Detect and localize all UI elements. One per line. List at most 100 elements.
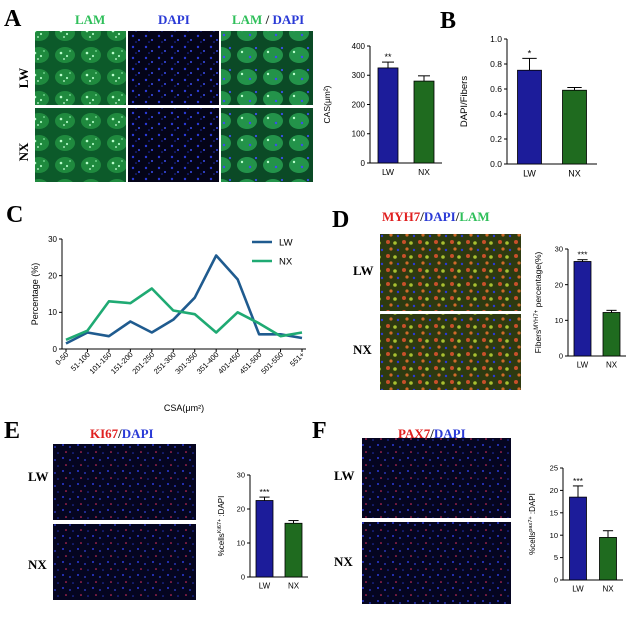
panel-d-row-label-nx: NX [353,342,372,357]
y-tick-label: 0.8 [490,59,502,69]
f-lw-image [362,438,511,518]
x-tick-label: 551+ [288,350,307,369]
panel-letter-f: F [312,418,327,444]
x-tick-label: 451-500 [238,350,264,376]
x-tick-label: LW [523,169,536,179]
f-nx-image [362,522,511,604]
y-tick-label: 20 [550,486,558,495]
bar-nx [284,522,303,578]
y-tick-label: 0 [241,573,245,582]
y-tick-label: 10 [48,308,57,317]
lw-dapi-image [128,31,219,105]
pax7-title: PAX7 [398,426,431,441]
panel-e-row-label-lw: LW [28,469,48,484]
y-tick-label: 10 [555,316,563,325]
y-tick-label: 0 [361,159,366,168]
lw-merge-image [221,31,313,105]
significance-marker: * [528,48,532,59]
merge-dapi-title: DAPI [272,12,304,27]
bar-nx [599,537,617,581]
chart-a: 0 100 200 300 400 ** LW NX CAS(μm²) [322,42,442,177]
y-tick-label: 1.0 [490,34,502,44]
y-tick-label: 0.6 [490,84,502,94]
y-tick-label: 200 [352,100,366,109]
y-tick-label: 30 [237,471,245,480]
x-tick-label: LW [572,585,584,594]
panel-letter-a: A [4,6,22,32]
x-tick-label: 251-300 [152,350,178,376]
panel-e-row-label-nx: NX [28,557,47,572]
x-tick-label: NX [602,585,614,594]
panel-f-row-label-nx: NX [334,554,353,569]
legend-label-nx: NX [279,257,293,268]
panel-a-row-label-lw: LW [16,68,31,88]
panel-letter-c: C [6,202,23,228]
bar-nx [413,80,435,164]
x-tick-label: 101-150 [87,350,113,376]
x-tick-label: 501-550 [259,350,285,376]
y-axis-label: FibersMYH7+ percentage(%) [533,251,543,353]
y-tick-label: 400 [352,42,366,51]
nx-lam-image [35,108,126,182]
merge-lam-title: LAM [232,12,262,27]
chart-d: 0 10 20 30 *** LW NX FibersMYH7+ percentage(%) [533,245,626,370]
chart-b: 0.0 0.2 0.4 0.6 0.8 1.0 * LW NX DAPI/Fibers [459,34,597,179]
e-lw-image [53,444,196,520]
panel-d-title: MYH7/DAPI/LAM [382,209,490,224]
bar-lw [255,500,274,578]
bar-lw [377,67,399,164]
y-axis-label: %cellspax7+ :DAPI [528,493,537,555]
panel-letter-e: E [4,418,20,444]
panel-a-row-label-nx: NX [16,142,31,161]
bar-lw [517,69,542,165]
panel-letter-d: D [332,207,349,233]
y-tick-label: 15 [550,508,558,517]
y-tick-label: 0 [554,576,558,585]
panel-f-title: PAX7/DAPI [398,426,466,441]
myh7-title: MYH7 [382,209,421,224]
legend-label-lw: LW [279,238,293,249]
chart-e: 0 10 20 30 *** LW NX %cellsKi67+ :DAPI [217,471,308,591]
x-tick-label: 301-350 [173,350,199,376]
y-tick-label: 0 [53,345,58,354]
dapi-title: DAPI [158,12,190,27]
y-tick-label: 0.2 [490,134,502,144]
chart-f: 0 5 10 15 20 25 *** LW NX %cellspax7+ :DAPI [528,464,623,594]
panel-d-micrographs [380,234,521,390]
series-line-lw [65,254,303,345]
bar-nx [562,89,587,165]
panel-letter-b: B [440,8,456,34]
x-tick-label: 351-400 [195,350,221,376]
panel-f-micrographs [362,438,511,604]
y-tick-label: 10 [550,531,558,540]
y-tick-label: 300 [352,71,366,80]
x-tick-label: LW [382,167,394,177]
nx-dapi-image [128,108,219,182]
bar-nx [602,312,621,357]
y-tick-label: 30 [555,245,563,254]
y-tick-label: 0.4 [490,109,502,119]
bar-lw [569,496,587,581]
x-tick-label: 401-450 [216,350,242,376]
significance-marker: *** [260,487,271,497]
y-axis-label: %cellsKi67+ :DAPI [217,496,226,557]
lw-lam-image [35,31,126,105]
x-tick-label: NX [568,169,581,179]
panel-e-micrographs [53,444,196,600]
y-tick-label: 10 [237,539,245,548]
bar-lw [573,261,592,357]
panel-a-channel-titles: LAM DAPI LAM / DAPI [75,12,304,27]
merge-slash: / [265,12,270,27]
x-tick-label: 151-200 [109,350,135,376]
y-axis-label: CAS(μm²) [322,85,332,123]
panel-e-title: KI67/DAPI [90,426,154,441]
e-nx-image [53,524,196,600]
lam-title: LAM [75,12,105,27]
y-tick-label: 100 [352,130,366,139]
panel-d-row-label-lw: LW [353,263,373,278]
x-tick-label: LW [259,582,271,591]
x-axis-label: CSA(μm²) [164,403,204,413]
y-tick-label: 20 [555,280,563,289]
significance-marker: ** [384,52,392,62]
